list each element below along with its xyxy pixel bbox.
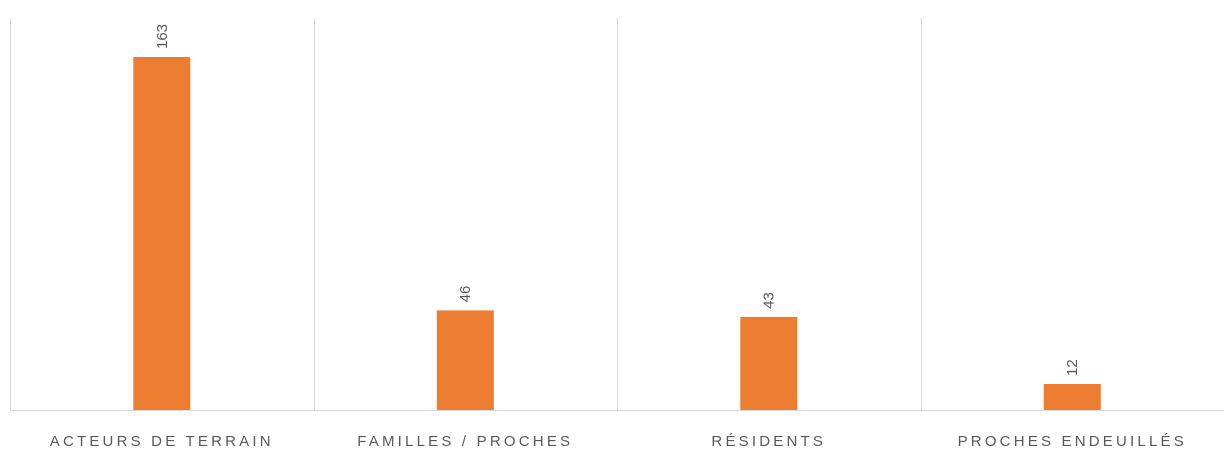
bars-layer xyxy=(133,57,1101,410)
data-label: 12 xyxy=(1064,359,1081,376)
data-label: 43 xyxy=(761,292,778,309)
category-label: PROCHES ENDEUILLÉS xyxy=(958,433,1187,450)
bar xyxy=(133,57,191,410)
data-label: 163 xyxy=(154,24,171,49)
category-label: ACTEURS DE TERRAIN xyxy=(50,433,274,450)
data-label: 46 xyxy=(457,286,474,303)
category-label: RÉSIDENTS xyxy=(711,433,826,450)
category-labels-layer: ACTEURS DE TERRAIN FAMILLES / PROCHES RÉSI… xyxy=(50,433,1187,450)
bar xyxy=(740,316,798,410)
data-labels-layer: 163 46 43 12 xyxy=(154,24,1082,376)
grid-layer xyxy=(10,18,922,410)
bar xyxy=(1043,384,1101,410)
category-label: FAMILLES / PROCHES xyxy=(357,433,573,450)
bar xyxy=(436,310,494,410)
